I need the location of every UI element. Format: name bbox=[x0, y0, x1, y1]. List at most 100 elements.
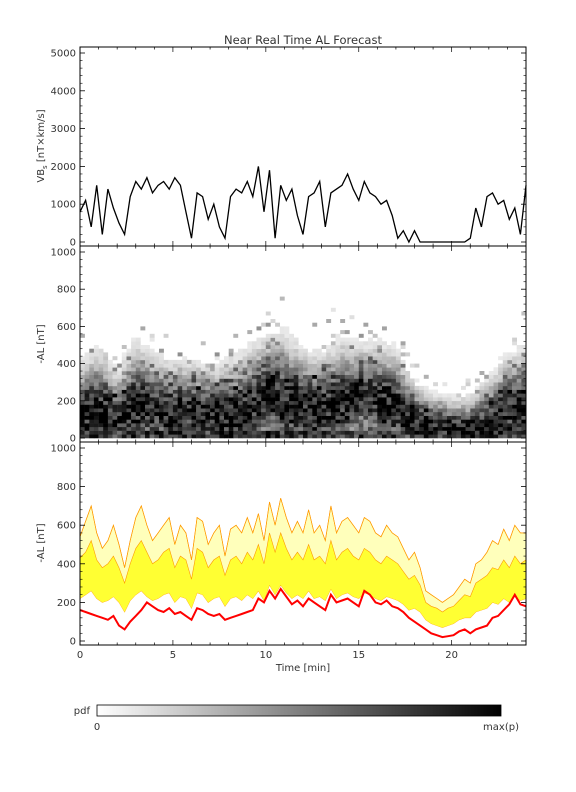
heatmap-cell bbox=[382, 397, 387, 402]
heatmap-cell bbox=[382, 419, 387, 424]
heatmap-cell bbox=[103, 359, 109, 364]
forecast-y-tick-label: 1000 bbox=[51, 444, 76, 455]
heatmap-cell bbox=[247, 415, 253, 420]
heatmap-cell bbox=[103, 363, 109, 368]
heatmap-cell bbox=[502, 359, 508, 364]
heatmap-cell bbox=[293, 389, 299, 394]
heatmap-cell bbox=[419, 404, 424, 409]
heatmap-cell bbox=[228, 371, 234, 375]
heatmap-cell bbox=[456, 423, 462, 428]
heatmap-cell bbox=[298, 408, 304, 413]
heatmap-cell bbox=[279, 397, 285, 402]
heatmap-cell bbox=[395, 434, 401, 439]
heatmap-cell bbox=[516, 419, 522, 424]
heatmap-cell bbox=[488, 385, 494, 390]
heatmap-cell bbox=[377, 341, 383, 346]
heatmap-cell bbox=[312, 363, 318, 368]
heatmap-cell bbox=[377, 374, 383, 379]
heatmap-cell bbox=[145, 389, 150, 394]
heatmap-cell bbox=[456, 412, 462, 416]
heatmap-cell bbox=[210, 404, 215, 409]
heatmap-cell bbox=[168, 367, 174, 372]
heatmap-cell bbox=[349, 397, 355, 402]
heatmap-cell bbox=[214, 408, 220, 413]
heatmap-cell bbox=[340, 404, 346, 409]
heatmap-cell bbox=[298, 359, 304, 364]
heatmap-cell bbox=[256, 412, 262, 416]
heatmap-cell bbox=[89, 434, 95, 439]
heatmap-cell bbox=[465, 404, 471, 409]
heatmap-cell bbox=[126, 415, 132, 420]
heatmap-cell bbox=[251, 352, 257, 357]
heatmap-cell bbox=[498, 356, 503, 361]
heatmap-cell bbox=[275, 408, 280, 413]
heatmap-cell bbox=[391, 341, 397, 346]
heatmap-cell bbox=[196, 426, 201, 431]
heatmap-cell bbox=[312, 430, 318, 435]
heatmap-cell bbox=[312, 356, 318, 361]
heatmap-cell bbox=[112, 363, 118, 368]
heatmap-cell bbox=[516, 397, 522, 402]
heatmap-cell bbox=[145, 385, 150, 390]
heatmap-cell bbox=[205, 378, 211, 383]
heatmap-cell bbox=[372, 333, 378, 338]
heatmap-cell bbox=[89, 359, 95, 364]
heatmap-cell bbox=[512, 408, 517, 413]
heatmap-cell bbox=[312, 423, 318, 428]
heatmap-cell bbox=[340, 371, 346, 375]
heatmap-cell bbox=[265, 352, 271, 357]
heatmap-cell bbox=[172, 359, 178, 364]
heatmap-cell bbox=[126, 430, 132, 435]
heatmap-cell bbox=[200, 397, 206, 402]
heatmap-cell bbox=[298, 385, 304, 390]
time-x-axis: 0 5 10 15 20 bbox=[77, 442, 527, 661]
heatmap-cell bbox=[242, 426, 248, 431]
heatmap-cell bbox=[121, 356, 127, 361]
heatmap-cell bbox=[330, 430, 336, 435]
heatmap-cell bbox=[358, 348, 364, 353]
heatmap-cell bbox=[224, 378, 229, 383]
heatmap-cell bbox=[516, 393, 522, 398]
heatmap-cell bbox=[107, 359, 113, 364]
heatmap-cell bbox=[461, 385, 466, 390]
heatmap-cell bbox=[117, 393, 123, 398]
heatmap-cell bbox=[182, 359, 188, 364]
heatmap-cell bbox=[326, 356, 332, 361]
heatmap-cell bbox=[238, 348, 243, 353]
heatmap-cell bbox=[168, 434, 174, 439]
heatmap-cell bbox=[344, 348, 350, 353]
heatmap-cell bbox=[289, 419, 294, 424]
heatmap-cell bbox=[391, 371, 397, 375]
heatmap-cell bbox=[340, 330, 346, 335]
heatmap-cell bbox=[382, 352, 387, 357]
heatmap-cell bbox=[200, 367, 206, 372]
heatmap-cell bbox=[419, 419, 424, 424]
heatmap-cell bbox=[512, 359, 517, 364]
heatmap-cell bbox=[210, 412, 215, 416]
heatmap-cell bbox=[103, 426, 109, 431]
heatmap-cell bbox=[177, 363, 183, 368]
heatmap-cell bbox=[219, 378, 225, 383]
heatmap-cell bbox=[224, 397, 229, 402]
heatmap-cell bbox=[284, 404, 290, 409]
heatmap-cell bbox=[214, 430, 220, 435]
heatmap-cell bbox=[205, 363, 211, 368]
heatmap-cell bbox=[307, 419, 313, 424]
heatmap-cell bbox=[145, 356, 150, 361]
heatmap-cell bbox=[89, 363, 95, 368]
heatmap-cell bbox=[145, 393, 150, 398]
heatmap-cell bbox=[247, 352, 253, 357]
heatmap-cell bbox=[149, 374, 155, 379]
heatmap-cell bbox=[521, 430, 527, 435]
heatmap-cell bbox=[89, 378, 95, 383]
heatmap-cell bbox=[256, 337, 262, 342]
heatmap-cell bbox=[395, 430, 401, 435]
heatmap-cell bbox=[516, 345, 522, 349]
heatmap-cell bbox=[93, 412, 99, 416]
heatmap-cell bbox=[279, 423, 285, 428]
heatmap-cell bbox=[363, 341, 369, 346]
heatmap-cell bbox=[516, 389, 522, 394]
heatmap-cell bbox=[340, 363, 346, 368]
heatmap-cell bbox=[289, 352, 294, 357]
